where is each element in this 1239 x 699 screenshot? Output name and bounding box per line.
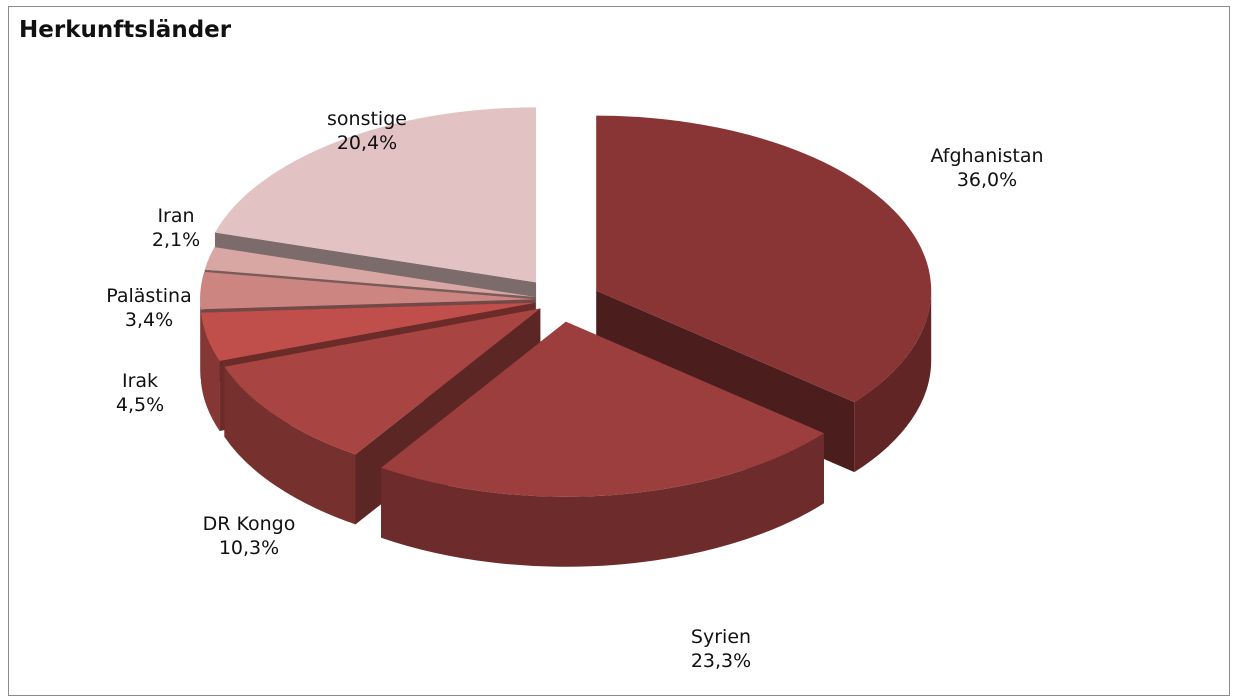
pie-slice-top bbox=[204, 247, 536, 297]
pie-slice-side bbox=[854, 290, 932, 473]
slice-value-label: 4,5% bbox=[116, 394, 164, 416]
pie-slice-side bbox=[381, 433, 825, 567]
slice-label: Iran bbox=[157, 205, 194, 227]
slice-label: sonstige bbox=[327, 108, 407, 130]
pie-slice-syrien bbox=[381, 321, 825, 567]
pie-slice-side bbox=[201, 312, 220, 431]
slice-label: Irak bbox=[122, 370, 158, 392]
slice-value-label: 3,4% bbox=[125, 309, 173, 331]
pie-slice-top bbox=[214, 107, 537, 283]
chart-title: Herkunftsländer bbox=[19, 17, 232, 43]
slice-value-label: 20,4% bbox=[337, 132, 397, 154]
slice-label: Afghanistan bbox=[930, 145, 1043, 167]
pie-slice-top bbox=[200, 271, 536, 310]
slice-label: DR Kongo bbox=[203, 513, 296, 535]
slice-value-label: 10,3% bbox=[219, 537, 279, 559]
slice-label: Syrien bbox=[691, 626, 751, 648]
slice-value-label: 2,1% bbox=[152, 229, 200, 251]
pie-slice-top bbox=[201, 302, 536, 361]
slice-label: Palästina bbox=[106, 285, 191, 307]
pie-slice-side bbox=[224, 366, 356, 525]
slice-value-label: 36,0% bbox=[957, 169, 1017, 191]
pie-slice-side bbox=[200, 299, 201, 380]
pie-slice-top bbox=[596, 115, 932, 403]
pie-slice-top bbox=[381, 321, 825, 497]
pie-slice-top bbox=[224, 308, 541, 455]
slice-value-label: 23,3% bbox=[691, 650, 751, 672]
